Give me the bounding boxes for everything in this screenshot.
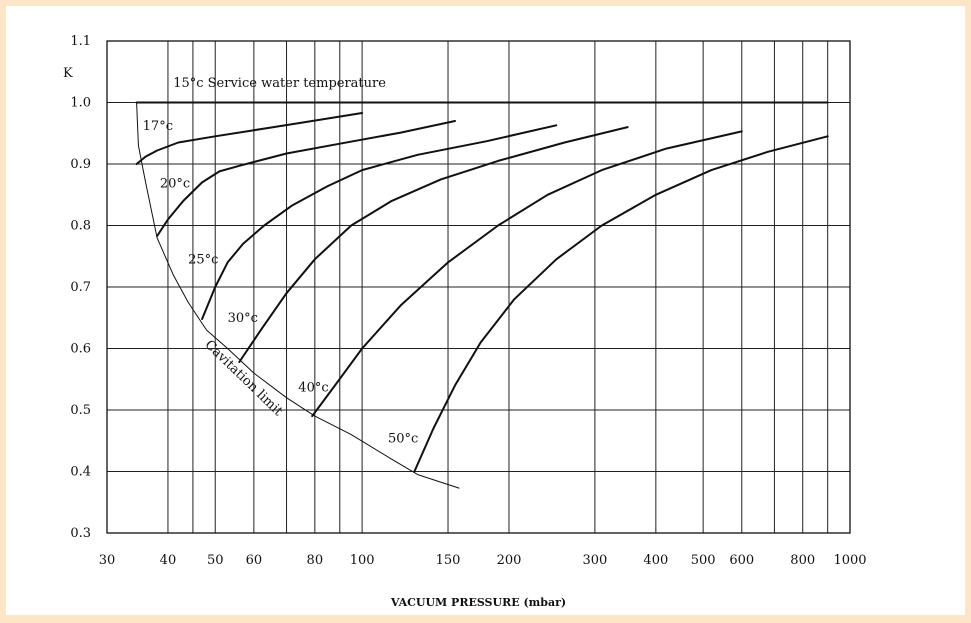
curve-label: 15°c Service water temperature [173,76,386,91]
series-line [413,135,829,473]
x-tick-label: 200 [497,553,522,568]
y-tick-label: 0.6 [70,342,91,357]
series-line [238,126,629,363]
x-tick-label: 500 [691,553,716,568]
x-tick-label: 100 [350,553,375,568]
x-tick-label: 300 [582,553,607,568]
x-tick-label: 30 [99,553,116,568]
x-tick-label: 800 [790,553,815,568]
curve-label: 30°c [228,311,258,326]
curve-label: 17°c [143,119,173,134]
x-tick-label: 400 [643,553,668,568]
x-tick-label: 150 [436,553,461,568]
series-line [311,130,743,418]
x-tick-label: 1000 [833,553,866,568]
series-line [156,120,456,237]
x-tick-label: 40 [160,553,177,568]
x-axis-label: VACUUM PRESSURE (mbar) [390,596,566,609]
y-tick-label: 0.9 [70,157,91,172]
curve-label: 40°c [298,381,328,396]
y-tick-label: 1.0 [70,96,91,111]
chart-frame [6,6,965,615]
curve-label: 25°c [188,253,218,268]
y-tick-label: 0.8 [70,219,91,234]
x-tick-label: 600 [729,553,754,568]
x-tick-label: 80 [307,553,324,568]
curve-label: 50°c [388,432,418,447]
y-tick-label: 0.5 [70,403,91,418]
cavitation-limit-curve [136,102,460,489]
series-line [135,112,364,165]
curve-label: Cavitation limit [202,338,286,420]
y-axis-label: K [63,66,73,81]
curve-label: 20°c [160,176,190,191]
y-tick-label: 0.7 [70,280,91,295]
x-tick-label: 60 [246,553,263,568]
x-tick-label: 50 [207,553,224,568]
y-tick-label: 1.1 [70,34,91,49]
series-line [201,124,558,320]
y-tick-label: 0.3 [70,526,91,541]
plot-border [106,40,851,534]
y-tick-label: 0.4 [70,465,91,480]
